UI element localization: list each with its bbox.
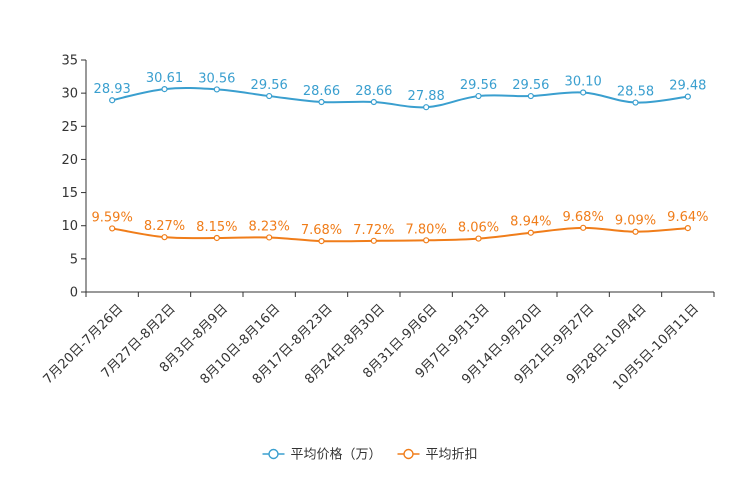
- data-label: 9.09%: [615, 214, 656, 229]
- y-tick-label: 0: [70, 286, 78, 301]
- data-label: 28.66: [303, 84, 340, 99]
- data-point[interactable]: [370, 98, 377, 106]
- data-point[interactable]: [109, 97, 116, 104]
- data-label: 29.56: [251, 78, 288, 93]
- series-line: [111, 87, 688, 109]
- data-label: 8.23%: [249, 219, 290, 234]
- y-tick-label: 30: [61, 87, 78, 102]
- data-point[interactable]: [684, 225, 691, 232]
- data-label: 9.59%: [92, 210, 133, 225]
- legend-marker: [268, 448, 279, 460]
- data-point[interactable]: [632, 228, 639, 235]
- data-label: 29.48: [669, 79, 706, 94]
- y-tick-label: 15: [61, 186, 78, 201]
- data-label: 9.68%: [563, 210, 604, 225]
- data-label: 28.66: [355, 84, 392, 99]
- data-point[interactable]: [370, 237, 377, 244]
- data-point[interactable]: [161, 85, 168, 93]
- data-point[interactable]: [318, 98, 325, 106]
- data-point[interactable]: [475, 92, 482, 100]
- data-label: 8.15%: [196, 220, 237, 235]
- data-label: 8.94%: [510, 215, 551, 230]
- legend: 平均价格（万） 平均折扣: [262, 447, 478, 463]
- data-point[interactable]: [632, 99, 639, 106]
- data-point[interactable]: [527, 92, 534, 100]
- data-point[interactable]: [213, 234, 220, 242]
- data-label: 30.61: [146, 71, 183, 86]
- data-point[interactable]: [527, 229, 534, 236]
- data-point[interactable]: [475, 235, 482, 242]
- data-labels-layer: 28.93 30.61 30.56 29.56 28.66 28.66 27.88 29.56…: [92, 71, 709, 238]
- data-point[interactable]: [684, 93, 691, 100]
- data-label: 29.56: [512, 78, 549, 93]
- data-label: 7.80%: [406, 222, 447, 237]
- data-point[interactable]: [109, 225, 116, 232]
- data-point[interactable]: [423, 104, 430, 111]
- data-label: 7.68%: [301, 223, 342, 238]
- data-label: 30.56: [198, 71, 235, 86]
- data-label: 28.93: [94, 82, 131, 97]
- legend-item[interactable]: 平均价格（万）: [262, 447, 382, 463]
- data-label: 9.64%: [667, 210, 708, 225]
- data-point[interactable]: [423, 237, 430, 244]
- data-label: 27.88: [408, 89, 445, 104]
- series-line: [112, 226, 688, 243]
- y-tick-label: 5: [70, 252, 78, 267]
- data-label: 28.58: [617, 85, 654, 100]
- data-point[interactable]: [161, 234, 168, 241]
- series-layer: [109, 85, 691, 245]
- y-tick-label: 25: [61, 120, 78, 135]
- data-point[interactable]: [580, 224, 587, 231]
- y-tick-label: 10: [61, 219, 78, 234]
- data-label: 8.06%: [458, 221, 499, 236]
- y-tick-label: 35: [61, 54, 78, 69]
- data-label: 29.56: [460, 78, 497, 93]
- data-label: 30.10: [565, 74, 602, 89]
- data-point[interactable]: [318, 237, 325, 245]
- data-label: 8.27%: [144, 219, 185, 234]
- legend-label: 平均折扣: [426, 448, 478, 463]
- data-point[interactable]: [580, 89, 587, 96]
- data-point[interactable]: [266, 92, 273, 100]
- legend-marker: [403, 448, 414, 460]
- legend-label: 平均价格（万）: [291, 447, 382, 463]
- data-point[interactable]: [213, 86, 220, 93]
- y-tick-label: 20: [61, 153, 78, 168]
- data-point[interactable]: [266, 234, 273, 241]
- legend-item[interactable]: 平均折扣: [397, 448, 478, 463]
- data-label: 7.72%: [353, 223, 394, 238]
